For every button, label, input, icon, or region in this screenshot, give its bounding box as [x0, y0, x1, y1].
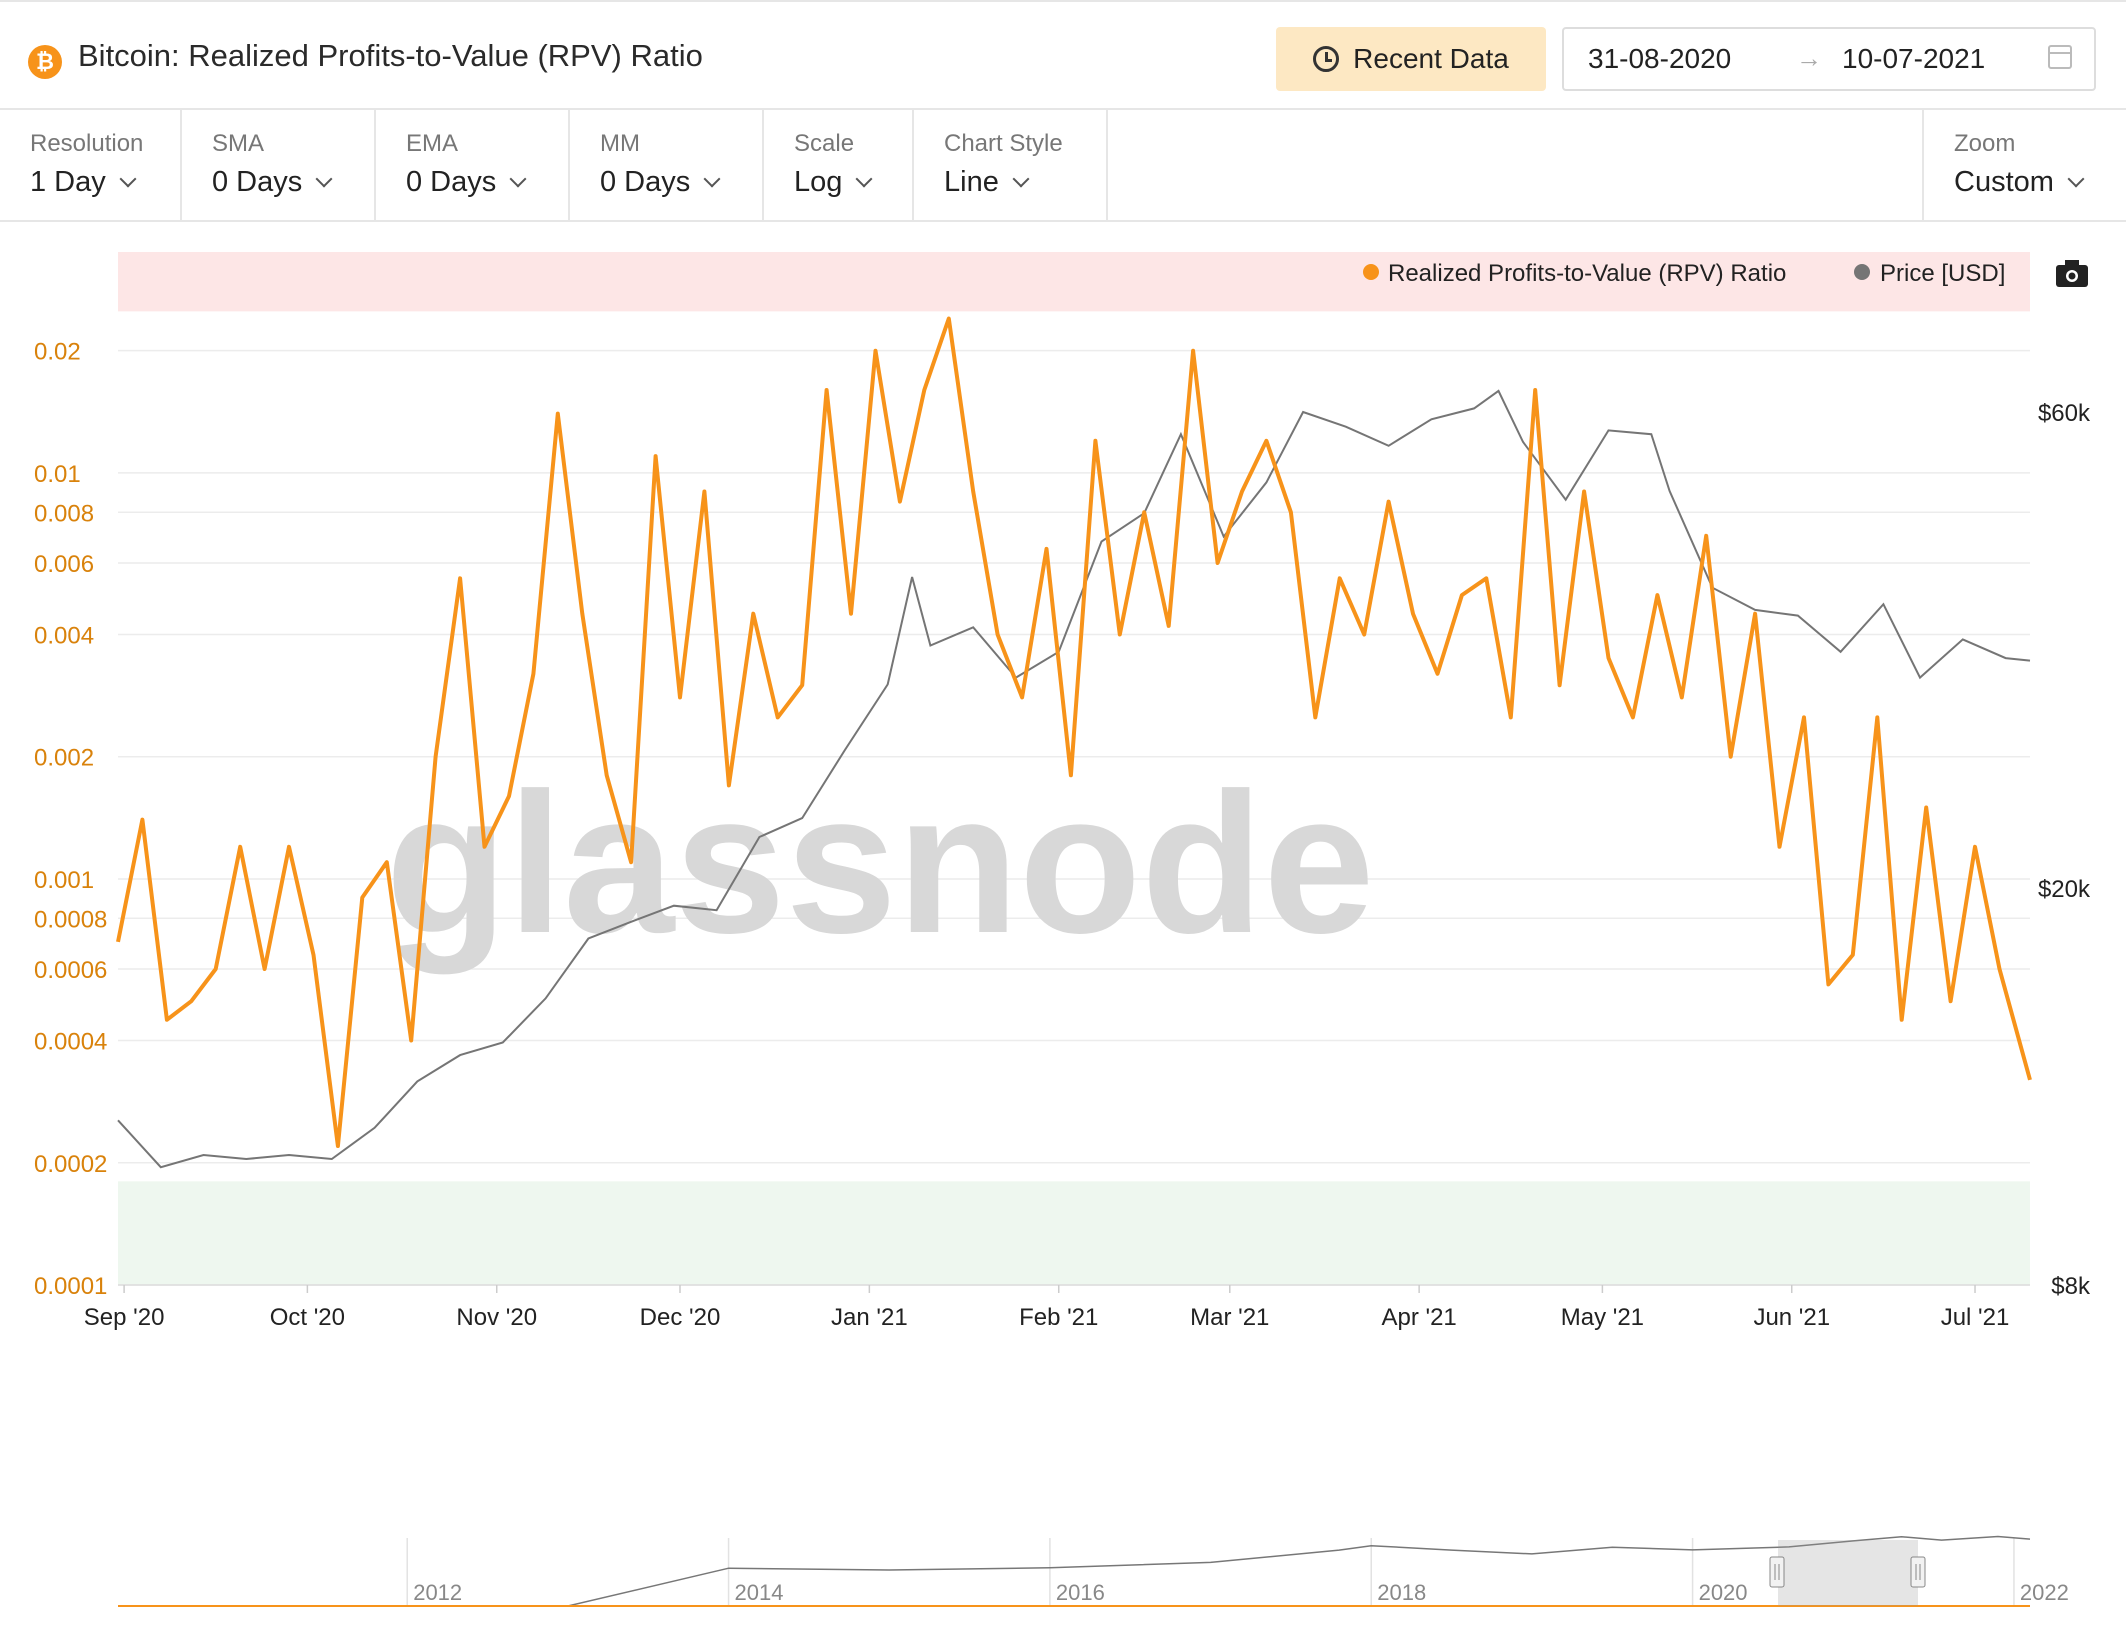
- chevron-down-icon: [1012, 170, 1030, 188]
- recent-data-button[interactable]: Recent Data: [1276, 27, 1546, 91]
- chevron-down-icon: [703, 170, 721, 188]
- mm-dropdown[interactable]: MM 0 Days: [570, 110, 764, 220]
- resolution-dropdown[interactable]: Resolution 1 Day: [0, 110, 182, 220]
- page-title: Bitcoin: Realized Profits-to-Value (RPV)…: [78, 38, 703, 73]
- x-axis-tick-label: May '21: [1561, 1304, 1644, 1331]
- left-axis-ticks: 0.0001 0.0002 0.0004 0.0006 0.0008 0.001 0.002…: [34, 339, 107, 1300]
- rpv-series-line[interactable]: [116, 316, 2032, 1148]
- grid-lines: [118, 349, 2030, 1286]
- header-bar: ₿ Bitcoin: Realized Profits-to-Value (RP…: [0, 0, 2126, 110]
- navigator-price-line: [118, 1535, 2031, 1607]
- x-axis-tick-label: Sep '20: [84, 1304, 165, 1331]
- chevron-down-icon: [315, 170, 333, 188]
- resolution-label: Resolution: [30, 130, 144, 157]
- date-to-input[interactable]: 10-07-2021: [1842, 43, 1986, 74]
- time-navigator[interactable]: 2012 2014 2016 2018 2020 2022: [118, 1535, 2069, 1607]
- rpv-chart[interactable]: glassnode 0.0001 0.0002 0.0004 0.0006 0.0008…: [0, 222, 2126, 1638]
- date-from-input[interactable]: 31-08-2020: [1588, 43, 1732, 74]
- y-left-tick-label: 0.0001: [34, 1273, 107, 1300]
- chart-controls: Resolution 1 Day SMA 0 Days EMA 0 Days M…: [0, 110, 2126, 222]
- ema-dropdown[interactable]: EMA 0 Days: [376, 110, 570, 220]
- date-range-picker[interactable]: 31-08-2020 → 10-07-2021: [1562, 27, 2096, 91]
- chevron-down-icon: [855, 170, 873, 188]
- y-left-tick-label: 0.004: [34, 622, 94, 649]
- x-axis-tick-label: Jul '21: [1941, 1304, 2010, 1331]
- legend-price-dot: [1854, 264, 1870, 280]
- mm-value[interactable]: 0 Days: [600, 166, 721, 199]
- chevron-down-icon: [119, 170, 137, 188]
- y-left-tick-label: 0.006: [34, 551, 94, 578]
- recent-data-label: Recent Data: [1353, 43, 1509, 74]
- chevron-down-icon: [2067, 170, 2085, 188]
- bitcoin-logo-icon: ₿: [28, 45, 62, 79]
- y-left-tick-label: 0.0008: [34, 906, 107, 933]
- high-zone-band: [118, 252, 2030, 312]
- navigator-tick-label: 2018: [1377, 1580, 1426, 1605]
- scale-value[interactable]: Log: [794, 166, 873, 199]
- y-left-tick-label: 0.0002: [34, 1151, 107, 1178]
- zoom-label: Zoom: [1954, 130, 2016, 157]
- scale-label: Scale: [794, 130, 855, 157]
- navigator-tick-label: 2014: [735, 1580, 784, 1605]
- y-left-tick-label: 0.008: [34, 500, 94, 527]
- legend-price-label[interactable]: Price [USD]: [1880, 260, 2005, 287]
- navigator-tick-label: 2020: [1699, 1580, 1748, 1605]
- chart-style-value[interactable]: Line: [944, 166, 1030, 199]
- chart-area[interactable]: glassnode 0.0001 0.0002 0.0004 0.0006 0.0008…: [0, 222, 2126, 1638]
- clock-icon: [1313, 46, 1340, 72]
- x-axis-tick-label: Nov '20: [456, 1304, 537, 1331]
- x-axis-ticks: Sep '20 Oct '20 Nov '20 Dec '20 Jan '21 Feb '…: [84, 1284, 2030, 1331]
- right-axis-ticks: $8k $20k $60k: [2038, 400, 2091, 1300]
- glassnode-watermark: glassnode: [385, 752, 1374, 975]
- legend-rpv-dot: [1363, 264, 1379, 280]
- y-left-tick-label: 0.0004: [34, 1029, 107, 1056]
- zoom-dropdown[interactable]: Zoom Custom: [1922, 110, 2126, 220]
- x-axis-tick-label: Oct '20: [270, 1304, 345, 1331]
- x-axis-tick-label: Dec '20: [640, 1304, 721, 1331]
- navigator-tick-label: 2022: [2020, 1580, 2069, 1605]
- chart-style-label: Chart Style: [944, 130, 1063, 157]
- x-axis-tick-label: Feb '21: [1019, 1304, 1098, 1331]
- legend: Realized Profits-to-Value (RPV) Ratio Pr…: [1363, 260, 2005, 287]
- y-right-tick-label: $8k: [2051, 1273, 2091, 1300]
- navigator-selection[interactable]: [1778, 1540, 1918, 1606]
- arrow-right-icon: →: [1796, 43, 1822, 73]
- calendar-icon[interactable]: [2048, 45, 2072, 69]
- sma-label: SMA: [212, 130, 265, 157]
- x-axis-tick-label: Jan '21: [831, 1304, 908, 1331]
- sma-value[interactable]: 0 Days: [212, 166, 333, 199]
- navigator-tick-label: 2016: [1056, 1580, 1105, 1605]
- y-left-tick-label: 0.001: [34, 867, 94, 894]
- navigator-tick-label: 2012: [413, 1580, 462, 1605]
- sma-dropdown[interactable]: SMA 0 Days: [182, 110, 376, 220]
- low-zone-band: [118, 1181, 2030, 1285]
- y-right-tick-label: $20k: [2038, 876, 2091, 903]
- y-left-tick-label: 0.002: [34, 745, 94, 772]
- chart-style-dropdown[interactable]: Chart Style Line: [914, 110, 1108, 220]
- y-left-tick-label: 0.01: [34, 461, 81, 488]
- x-axis-tick-label: Apr '21: [1381, 1304, 1456, 1331]
- x-axis-tick-label: Mar '21: [1190, 1304, 1269, 1331]
- navigator-left-handle[interactable]: [1769, 1556, 1785, 1588]
- ema-value[interactable]: 0 Days: [406, 166, 527, 199]
- chevron-down-icon: [509, 170, 527, 188]
- resolution-value[interactable]: 1 Day: [30, 166, 137, 199]
- y-right-tick-label: $60k: [2038, 400, 2091, 427]
- camera-icon[interactable]: [2056, 260, 2088, 287]
- legend-rpv-label[interactable]: Realized Profits-to-Value (RPV) Ratio: [1388, 260, 1786, 287]
- zoom-value[interactable]: Custom: [1954, 166, 2085, 199]
- mm-label: MM: [600, 130, 640, 157]
- y-left-tick-label: 0.02: [34, 339, 81, 366]
- navigator-right-handle[interactable]: [1910, 1556, 1926, 1588]
- scale-dropdown[interactable]: Scale Log: [764, 110, 914, 220]
- x-axis-tick-label: Jun '21: [1753, 1304, 1830, 1331]
- y-left-tick-label: 0.0006: [34, 957, 107, 984]
- ema-label: EMA: [406, 130, 459, 157]
